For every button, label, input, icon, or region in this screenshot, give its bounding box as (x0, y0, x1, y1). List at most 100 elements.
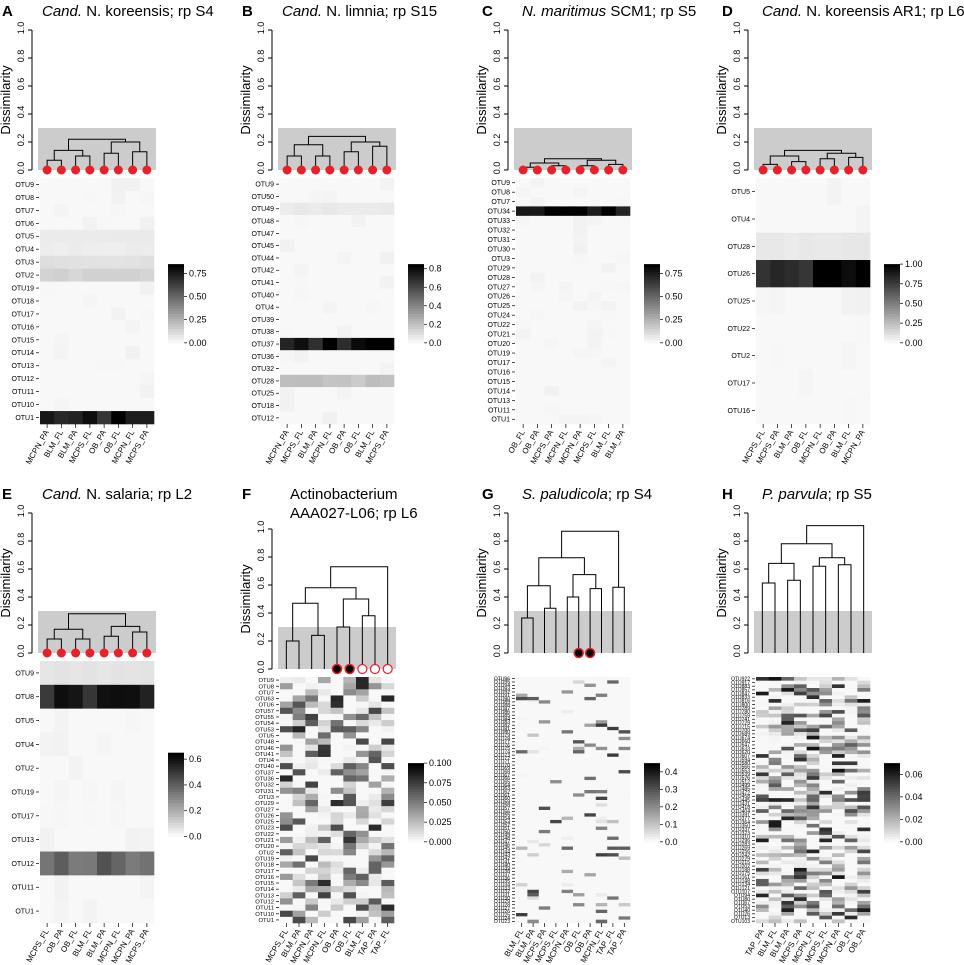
heatmap-cell (530, 244, 545, 254)
heatmap-cell (794, 776, 807, 781)
heatmap-cell (550, 809, 562, 814)
heatmap-cell (595, 903, 608, 907)
panel-title: Cand. N. koreensis; rp S4 (42, 3, 214, 20)
heatmap-cell (844, 776, 858, 781)
heatmap-cell (40, 190, 55, 205)
heatmap-cell (584, 796, 597, 801)
heatmap-cell (573, 338, 588, 349)
heatmap-cell (538, 879, 551, 884)
heatmap-cell (527, 680, 540, 684)
heatmap-cell (561, 696, 574, 701)
colorbar-swatch (408, 763, 424, 767)
heatmap-cell (125, 346, 141, 360)
heatmap-cell (82, 203, 98, 218)
heatmap-cell (550, 849, 562, 854)
heatmap-cell (381, 824, 395, 832)
heatmap-cell (819, 845, 833, 850)
colorbar-swatch (884, 282, 900, 286)
heatmap-cell (308, 374, 324, 388)
heatmap-cell (527, 883, 540, 887)
heatmap-cell (68, 661, 84, 686)
heatmap-cell (527, 876, 540, 881)
heatmap-cell (318, 689, 331, 696)
leaf-marker (532, 165, 542, 175)
heatmap-cell (97, 216, 112, 231)
heatmap-cell (527, 793, 540, 797)
heatmap-cell (381, 812, 395, 819)
colorbar-swatch (168, 282, 184, 286)
heatmap-cell (527, 710, 540, 714)
heatmap-cell (601, 376, 617, 387)
heatmap-cell (561, 826, 574, 831)
heatmap-cell (601, 244, 617, 254)
heatmap-cell (794, 834, 807, 839)
row-label: OTU24 (494, 916, 510, 922)
heatmap-cell (756, 915, 769, 920)
heatmap-cell (516, 683, 528, 688)
heatmap-cell (607, 873, 619, 877)
colorbar-tick-label: 1.00 (905, 259, 923, 269)
heatmap-cell (756, 816, 769, 821)
row-label: OTU33 (494, 886, 510, 892)
heatmap-cell (573, 809, 585, 814)
row-label: OTU26 (727, 271, 750, 278)
heatmap-cell (351, 325, 366, 339)
heatmap-cell (756, 695, 769, 700)
heatmap-cell (806, 732, 820, 737)
heatmap-cell (607, 743, 619, 748)
heatmap-cell (550, 696, 562, 701)
row-label: OTU607 (731, 754, 750, 760)
heatmap-cell (794, 728, 807, 733)
heatmap-cell (351, 288, 366, 302)
dissimilarity-label: Dissimilarity (714, 65, 729, 135)
heatmap-cell (54, 255, 69, 269)
heatmap-cell (756, 831, 769, 836)
panel-title: S. paludicola; rp S4 (522, 486, 652, 503)
heatmap-cell (595, 826, 608, 831)
colorbar-tick-label: 0.4 (429, 301, 442, 311)
heatmap-cell (538, 783, 551, 788)
heatmap-cell (516, 766, 528, 771)
colorbar-swatch (884, 826, 900, 830)
heatmap-cell (97, 732, 112, 757)
heatmap-cell (343, 769, 357, 776)
heatmap-cell (343, 738, 357, 745)
colorbar-swatch (168, 761, 184, 765)
heatmap-cell (379, 350, 395, 363)
heatmap-cell (292, 756, 306, 764)
heatmap-cell (573, 750, 585, 754)
heatmap-cell (756, 867, 769, 872)
heatmap-cell (806, 746, 820, 751)
heatmap-cell (794, 765, 807, 770)
colorbar-tick-label: 0.00 (665, 338, 683, 348)
heatmap-cell (607, 883, 619, 887)
heatmap-cell (54, 411, 69, 425)
heatmap-cell (607, 740, 619, 744)
heatmap-cell (781, 889, 795, 894)
row-label: OTU12 (251, 415, 274, 422)
colorbar-tick-label: 0.0 (429, 338, 442, 348)
heatmap-cell (111, 229, 126, 244)
heatmap-cell (356, 677, 369, 684)
heatmap-cell (544, 357, 560, 368)
heatmap-cell (844, 713, 858, 718)
heatmap-cell (561, 873, 574, 877)
heatmap-cell (584, 680, 597, 684)
heatmap-cell (538, 756, 551, 761)
heatmap: OTU922OTU917OTU883OTU857OTU847OTU833OTU8… (731, 677, 871, 925)
heatmap-cell (82, 398, 98, 412)
heatmap-cell (379, 251, 395, 265)
heatmap-cell (305, 677, 319, 684)
heatmap-cell (82, 827, 98, 852)
heatmap-cell (318, 726, 331, 733)
heatmap-cell (550, 833, 562, 837)
heatmap-cell (330, 756, 344, 764)
heatmap-cell (607, 839, 619, 844)
dendrogram (46, 613, 148, 653)
heatmap-cell (544, 405, 560, 415)
heatmap-cell (294, 276, 309, 289)
heatmap-cell (819, 856, 833, 861)
row-label: OTU17 (11, 813, 34, 820)
row-label: OTU6 (15, 221, 34, 228)
